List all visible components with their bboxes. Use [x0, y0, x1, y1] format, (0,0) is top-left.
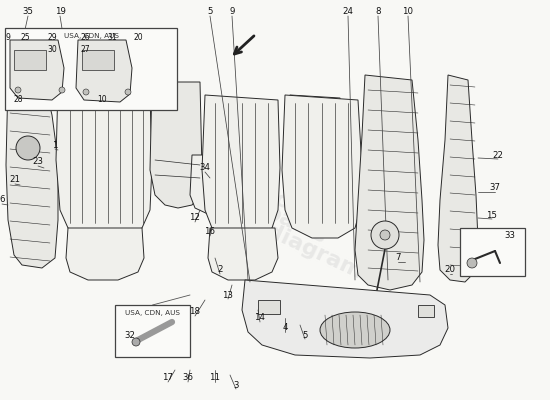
Text: 4: 4: [282, 324, 288, 332]
Polygon shape: [10, 40, 64, 100]
Bar: [460, 228, 525, 276]
Text: 9: 9: [6, 34, 10, 42]
Text: 11: 11: [210, 374, 221, 382]
Text: 8: 8: [375, 8, 381, 16]
Polygon shape: [282, 95, 362, 238]
Ellipse shape: [320, 312, 390, 348]
Text: USA, CDN, AUS: USA, CDN, AUS: [63, 33, 118, 39]
Polygon shape: [208, 228, 278, 280]
Text: 25: 25: [20, 34, 30, 42]
Text: parts: parts: [261, 202, 329, 248]
Text: 20: 20: [444, 266, 455, 274]
Circle shape: [380, 230, 390, 240]
Text: 17: 17: [162, 374, 173, 382]
Text: 20: 20: [133, 34, 143, 42]
Text: 28: 28: [13, 96, 23, 104]
Text: 19: 19: [54, 8, 65, 16]
Text: 18: 18: [190, 308, 201, 316]
Text: 23: 23: [32, 158, 43, 166]
Text: 10: 10: [97, 96, 107, 104]
Circle shape: [132, 338, 140, 346]
Text: 10: 10: [403, 8, 414, 16]
Polygon shape: [6, 80, 58, 268]
Polygon shape: [190, 155, 242, 215]
Circle shape: [83, 89, 89, 95]
Text: 21: 21: [9, 176, 20, 184]
Circle shape: [16, 136, 40, 160]
Text: 29: 29: [47, 34, 57, 42]
Polygon shape: [56, 85, 152, 238]
Text: 1: 1: [52, 140, 58, 150]
Text: 9: 9: [229, 8, 235, 16]
Polygon shape: [438, 75, 478, 282]
Text: 33: 33: [504, 232, 515, 240]
Text: 35: 35: [23, 8, 34, 16]
Text: 3: 3: [233, 380, 239, 390]
Text: 37: 37: [490, 184, 500, 192]
Text: USA, CDN, AUS: USA, CDN, AUS: [125, 310, 180, 316]
Text: 6: 6: [0, 196, 5, 204]
Text: 27: 27: [80, 46, 90, 54]
Text: 16: 16: [205, 228, 216, 236]
Text: 5: 5: [302, 330, 308, 340]
Circle shape: [125, 89, 131, 95]
Text: 36: 36: [183, 374, 194, 382]
Text: 24: 24: [343, 8, 354, 16]
Text: 15: 15: [487, 210, 498, 220]
Bar: [14, 50, 46, 70]
Text: 13: 13: [223, 290, 234, 300]
Bar: [82, 50, 114, 70]
Circle shape: [15, 87, 21, 93]
Polygon shape: [202, 95, 280, 238]
Text: 2: 2: [217, 266, 223, 274]
Circle shape: [371, 221, 399, 249]
Bar: [258, 300, 280, 314]
Polygon shape: [288, 95, 342, 178]
Text: 22: 22: [492, 150, 503, 160]
Text: 26: 26: [80, 34, 90, 42]
Polygon shape: [355, 75, 424, 290]
Polygon shape: [66, 228, 144, 280]
Bar: [115, 305, 190, 357]
Text: © autodoc: © autodoc: [206, 158, 334, 232]
Bar: [418, 305, 434, 317]
Polygon shape: [242, 280, 448, 358]
Polygon shape: [150, 82, 202, 208]
Text: 12: 12: [190, 214, 201, 222]
Text: 34: 34: [200, 164, 211, 172]
Circle shape: [467, 258, 477, 268]
Polygon shape: [76, 40, 132, 102]
Bar: [5, 28, 177, 110]
Text: 7: 7: [395, 254, 401, 262]
Text: 32: 32: [124, 330, 135, 340]
Text: diagrams: diagrams: [263, 221, 377, 289]
Circle shape: [59, 87, 65, 93]
Text: 31: 31: [107, 34, 117, 42]
Text: 5: 5: [207, 8, 213, 16]
Text: 14: 14: [255, 314, 266, 322]
Text: 30: 30: [47, 46, 57, 54]
